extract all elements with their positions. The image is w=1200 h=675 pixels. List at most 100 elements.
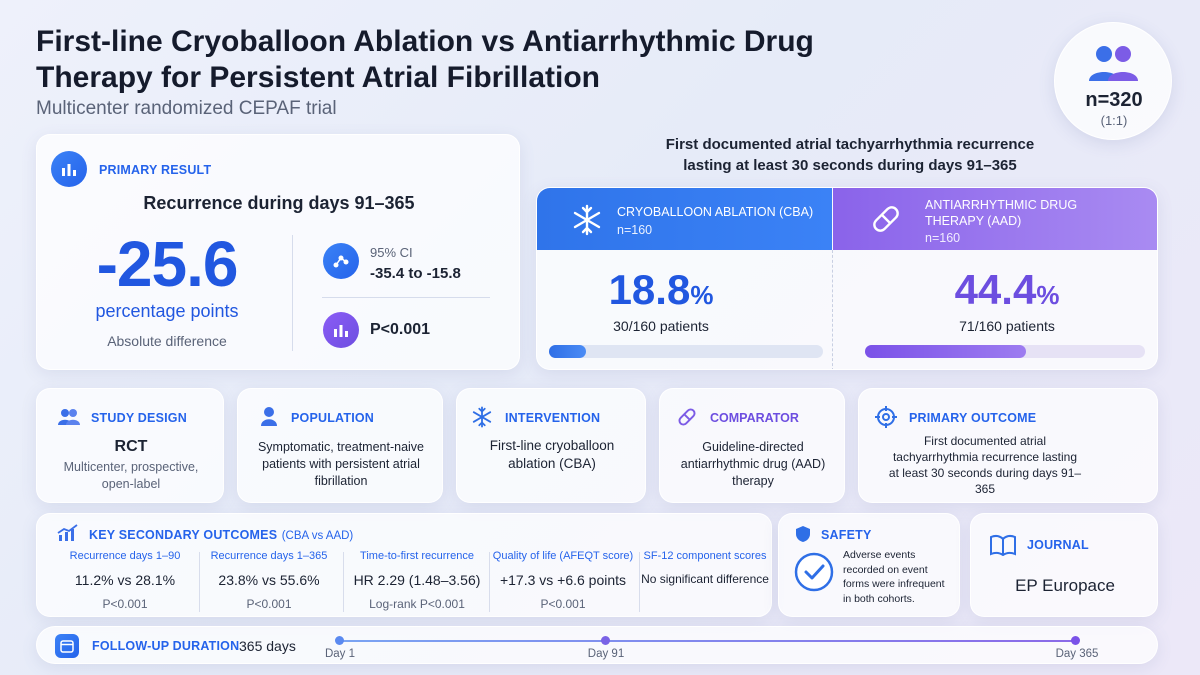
comparator-label: COMPARATOR — [710, 411, 799, 425]
timeline-label: Day 365 — [1055, 648, 1099, 660]
secondary-item-p: P<0.001 — [246, 597, 292, 611]
secondary-item: Quality of life (AFEQT score) +17.3 vs +… — [491, 550, 635, 611]
follow-up-value: 365 days — [239, 638, 296, 654]
secondary-item-p: P<0.001 — [540, 597, 586, 611]
user-icon — [261, 407, 277, 426]
users-icon — [58, 409, 80, 425]
cba-arm-name: CRYOBALLOON ABLATION (CBA) — [617, 205, 814, 219]
study-design-main: RCT — [114, 438, 148, 455]
comparator-text: Guideline-directed antiarrhythmic drug (… — [680, 440, 826, 488]
divider — [489, 552, 490, 612]
primary-outcome-text: First documented atrial tachyarrhythmia … — [888, 434, 1082, 496]
arm-divider — [832, 250, 833, 369]
primary-result-label: PRIMARY RESULT — [99, 163, 212, 177]
study-design-detail: Multicenter, prospective, open-label — [63, 460, 199, 491]
check-icon — [794, 552, 834, 592]
cba-progress-track — [549, 345, 823, 358]
study-design-card: STUDY DESIGN RCT Multicenter, prospectiv… — [36, 388, 224, 503]
secondary-item-value: No significant difference — [641, 572, 769, 586]
aad-arm-header: ANTIARRHYTHMIC DRUG THERAPY (AAD) n=160 — [833, 188, 1157, 250]
secondary-item-title: Recurrence days 1–90 — [69, 550, 181, 562]
primary-outcome-label: PRIMARY OUTCOME — [909, 411, 1037, 425]
primary-result-caption: Absolute difference — [107, 333, 227, 349]
enrollment-badge: n=320 (1:1) — [1054, 22, 1172, 140]
trend-icon — [57, 524, 78, 541]
primary-result-card: PRIMARY RESULT Recurrence during days 91… — [36, 134, 520, 370]
population-label: POPULATION — [291, 411, 375, 425]
secondary-item: Time-to-first recurrence HR 2.29 (1.48–3… — [345, 550, 489, 611]
journal-label: JOURNAL — [1027, 538, 1089, 552]
safety-label: SAFETY — [821, 528, 872, 542]
journal-card: JOURNAL EP Europace — [970, 513, 1158, 617]
cba-rate-value: 18.8 — [608, 266, 691, 313]
ci-label: 95% CI — [370, 245, 413, 260]
cba-rate: 18.8% — [537, 266, 785, 314]
snowflake-icon — [573, 204, 601, 236]
aad-progress-track — [865, 345, 1145, 358]
timeline-label: Day 91 — [587, 648, 625, 660]
secondary-item-p: Log-rank P<0.001 — [369, 597, 465, 611]
book-icon — [990, 534, 1016, 556]
population-text: Symptomatic, treatment-naive patients wi… — [257, 440, 425, 488]
secondary-outcomes-card: KEY SECONDARY OUTCOMES (CBA vs AAD) Recu… — [36, 513, 772, 617]
secondary-item-value: +17.3 vs +6.6 points — [499, 572, 627, 588]
secondary-item-p: P<0.001 — [102, 597, 148, 611]
aad-rate: 44.4% — [882, 266, 1132, 314]
safety-text: Adverse events recorded on event forms w… — [843, 549, 945, 605]
cba-patients: 30/160 patients — [613, 318, 709, 334]
primary-result-value: -25.6 — [96, 228, 239, 300]
users-icon — [1089, 46, 1138, 81]
cba-arm-header: CRYOBALLOON ABLATION (CBA) n=160 — [537, 188, 832, 250]
secondary-item: SF-12 component scores No significant di… — [639, 550, 771, 586]
intervention-card: INTERVENTION First-line cryoballoon abla… — [456, 388, 646, 503]
secondary-item-title: Time-to-first recurrence — [360, 550, 474, 562]
secondary-item-value: 23.8% vs 55.6% — [218, 572, 320, 588]
divider — [292, 235, 293, 351]
divider — [199, 552, 200, 612]
primary-result-unit: percentage points — [95, 301, 239, 321]
aad-arm-name: ANTIARRHYTHMIC DRUG THERAPY (AAD) — [925, 198, 1078, 228]
timeline-label: Day 1 — [324, 648, 356, 660]
divider — [322, 297, 490, 298]
timeline-marker — [1071, 636, 1080, 645]
aad-arm-n: n=160 — [925, 231, 961, 245]
calendar-icon — [55, 634, 79, 658]
timeline-line — [340, 640, 1076, 642]
cba-arm-n: n=160 — [617, 223, 653, 237]
intervention-text: First-line cryoballoon ablation (CBA) — [489, 438, 615, 471]
secondary-item-value: 11.2% vs 28.1% — [74, 572, 176, 588]
aad-patients: 71/160 patients — [959, 318, 1055, 334]
divider — [343, 552, 344, 612]
target-icon — [875, 406, 897, 428]
cba-progress-fill — [549, 345, 587, 358]
secondary-item-title: SF-12 component scores — [643, 550, 767, 562]
primary-result-heading: Recurrence during days 91–365 — [143, 193, 415, 213]
timeline-marker — [601, 636, 610, 645]
secondary-outcomes-label: KEY SECONDARY OUTCOMES — [89, 528, 278, 542]
ci-value: -35.4 to -15.8 — [370, 265, 461, 282]
intervention-label: INTERVENTION — [505, 411, 601, 425]
bar-chart-icon — [323, 312, 359, 348]
safety-card: SAFETY Adverse events recorded on event … — [778, 513, 960, 617]
study-design-label: STUDY DESIGN — [91, 411, 187, 425]
pill-icon — [678, 408, 696, 426]
pill-icon — [873, 206, 899, 232]
page-title: First-line Cryoballoon Ablation vs Antia… — [36, 25, 814, 94]
secondary-item-title: Recurrence days 1–365 — [210, 550, 328, 562]
shield-icon — [796, 526, 810, 542]
aad-progress-fill — [865, 345, 1027, 358]
secondary-item-value: HR 2.29 (1.48–3.56) — [353, 572, 481, 588]
secondary-item: Recurrence days 1–90 11.2% vs 28.1% P<0.… — [51, 550, 199, 611]
population-card: POPULATION Symptomatic, treatment-naive … — [237, 388, 443, 503]
follow-up-card: FOLLOW-UP DURATION 365 days Day 1 Day 91… — [36, 626, 1158, 664]
divider — [639, 552, 640, 612]
p-value: P<0.001 — [370, 321, 431, 338]
aad-rate-pct: % — [1036, 280, 1060, 310]
comparison-heading: First documented atrial tachyarrhythmia … — [665, 136, 1035, 174]
follow-up-label: FOLLOW-UP DURATION — [92, 639, 240, 653]
enrollment-count: n=320 — [1085, 89, 1143, 111]
secondary-outcomes-title: KEY SECONDARY OUTCOMES (CBA vs AAD) — [89, 526, 353, 544]
timeline-marker — [335, 636, 344, 645]
snowflake-icon — [472, 406, 492, 428]
comparison-card: CRYOBALLOON ABLATION (CBA) n=160 ANTIARR… — [536, 187, 1158, 370]
